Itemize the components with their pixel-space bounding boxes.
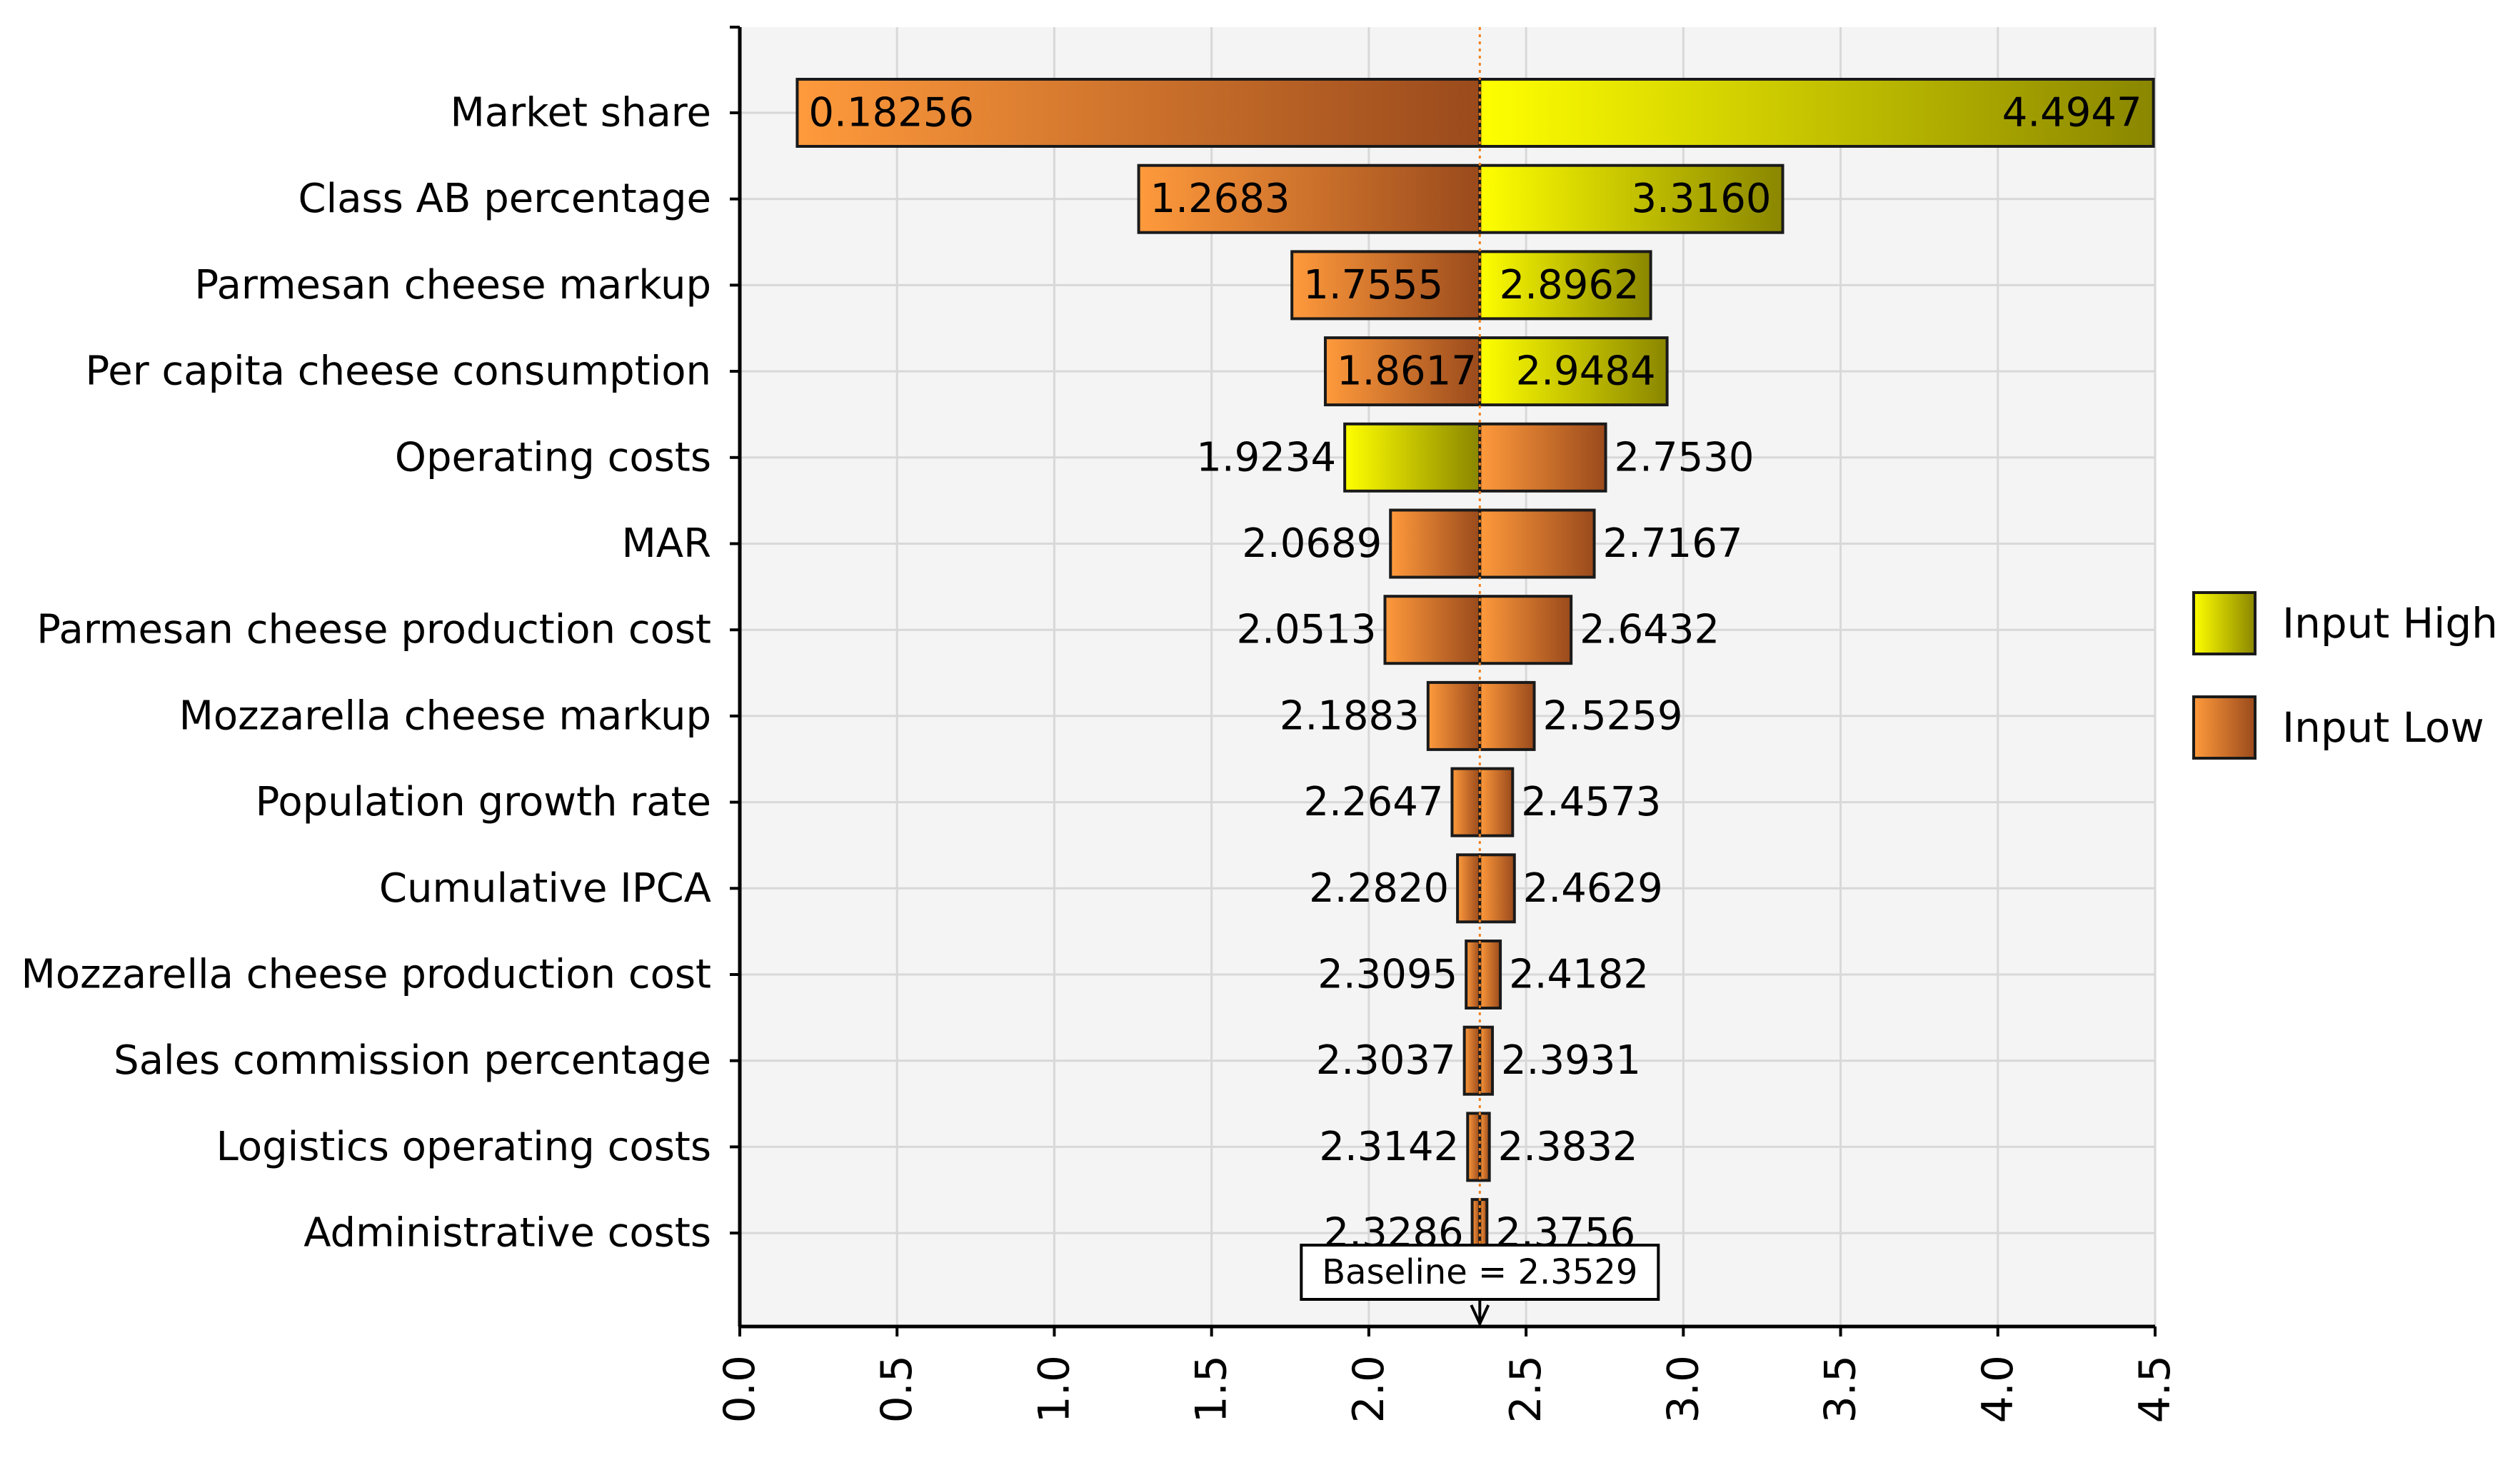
data-label-left: 2.1883	[1280, 693, 1420, 739]
x-tick-label: 2.5	[1501, 1355, 1551, 1423]
category-label: Logistics operating costs	[216, 1124, 711, 1170]
data-label-right: 2.4182	[1509, 952, 1649, 998]
baseline-box	[1300, 1244, 1660, 1301]
x-tick-label: 4.5	[2130, 1355, 2180, 1423]
data-label-left: 2.2820	[1309, 865, 1449, 912]
bar-left-segment	[1383, 595, 1482, 665]
data-label-left: 2.3037	[1316, 1037, 1456, 1084]
bar-right-segment	[1478, 680, 1536, 751]
category-label: Administrative costs	[303, 1210, 711, 1257]
category-label: Parmesan cheese production cost	[36, 607, 711, 653]
x-tick-label: 0.5	[872, 1355, 922, 1423]
x-tick-label: 3.0	[1658, 1355, 1708, 1423]
data-label-left: 2.0513	[1237, 607, 1377, 653]
legend: Input High Input Low	[2192, 591, 2498, 760]
category-label: Cumulative IPCA	[379, 865, 711, 912]
legend-label: Input High	[2282, 599, 2498, 648]
bar-left-segment	[1466, 1112, 1482, 1182]
category-label: Per capita cheese consumption	[85, 348, 711, 395]
bar-right-segment	[1478, 78, 2155, 148]
bar-right-segment	[1478, 595, 1573, 665]
data-label-right: 2.7167	[1603, 520, 1743, 567]
data-label-right: 2.4629	[1523, 865, 1663, 912]
data-label-left: 1.2683	[1150, 176, 1290, 222]
data-label-right: 2.9484	[1516, 348, 1656, 395]
legend-swatch	[2192, 695, 2257, 760]
x-tick-label: 4.0	[1973, 1355, 2023, 1423]
category-label: Population growth rate	[256, 779, 711, 825]
data-label-right: 3.3160	[1632, 176, 1772, 222]
bar-right-segment	[1478, 163, 1784, 234]
bar-right-segment	[1478, 250, 1652, 321]
legend-swatch	[2192, 591, 2257, 655]
data-label-right: 2.6432	[1580, 607, 1720, 653]
category-label: Market share	[450, 90, 711, 136]
bar-left-segment	[1137, 163, 1482, 234]
bar-left-segment	[1456, 853, 1482, 924]
data-label-left: 1.8617	[1337, 348, 1477, 395]
data-label-left: 2.3095	[1317, 952, 1457, 998]
category-label: Sales commission percentage	[114, 1037, 711, 1084]
data-label-left: 2.2647	[1304, 779, 1444, 825]
data-label-right: 4.4947	[2002, 90, 2142, 136]
data-label-left: 2.0689	[1242, 520, 1382, 567]
data-label-right: 2.4573	[1521, 779, 1661, 825]
bar-right-segment	[1478, 853, 1516, 924]
category-label: MAR	[621, 520, 711, 567]
bar-left-segment	[1343, 422, 1482, 493]
legend-label: Input Low	[2282, 703, 2484, 752]
x-tick-label: 1.5	[1187, 1355, 1237, 1423]
data-label-right: 2.3832	[1498, 1124, 1638, 1170]
bar-right-segment	[1478, 1025, 1495, 1096]
bar-left-segment	[1290, 250, 1482, 321]
bar-right-segment	[1478, 508, 1596, 579]
category-label: Mozzarella cheese production cost	[21, 952, 711, 998]
baseline-label: Baseline = 2.3529	[1322, 1252, 1637, 1292]
bar-left-segment	[1426, 680, 1482, 751]
axis-layer: 0.0 0.5 1.0 1.5 2.0 2.5 3.0 3.5 4.0 4.5 Market sha…	[21, 26, 2180, 1423]
x-tick-label: 1.0	[1029, 1355, 1079, 1423]
x-tick-label: 0.0	[715, 1355, 765, 1423]
category-label: Class AB percentage	[298, 176, 711, 222]
bar-layer: 0.18256 4.4947 1.2683 3.3160 1.7555 2.8962 1.8…	[795, 78, 2155, 1269]
category-label: Mozzarella cheese markup	[179, 693, 711, 739]
bar-right-segment	[1478, 422, 1607, 493]
bar-left-segment	[1389, 508, 1482, 579]
bar-right-segment	[1478, 1112, 1491, 1182]
bar-left-segment	[1465, 940, 1482, 1010]
plot-background	[740, 27, 2155, 1326]
data-label-right: 2.5259	[1543, 693, 1683, 739]
bar-left-segment	[1462, 1025, 1482, 1096]
baseline-arrow-icon	[1470, 1304, 1490, 1327]
data-label-left: 0.18256	[808, 90, 974, 136]
data-label-right: 2.3931	[1501, 1037, 1641, 1084]
data-label-left: 1.7555	[1303, 262, 1443, 308]
bar-right-segment	[1478, 940, 1502, 1010]
data-label-left: 1.9234	[1196, 434, 1336, 480]
x-tick-label: 3.5	[1816, 1355, 1866, 1423]
bar-right-segment	[1478, 767, 1515, 837]
data-label-right: 2.8962	[1500, 262, 1640, 308]
bar-left-segment	[795, 78, 1482, 148]
x-tick-label: 2.0	[1344, 1355, 1394, 1423]
baseline-layer: Baseline = 2.3529	[1300, 27, 1660, 1327]
bar-left-segment	[1323, 336, 1482, 407]
category-label: Operating costs	[395, 434, 711, 480]
category-label: Parmesan cheese markup	[194, 262, 711, 308]
bar-left-segment	[1450, 767, 1482, 837]
data-label-left: 2.3142	[1319, 1124, 1459, 1170]
data-label-right: 2.7530	[1615, 434, 1755, 480]
